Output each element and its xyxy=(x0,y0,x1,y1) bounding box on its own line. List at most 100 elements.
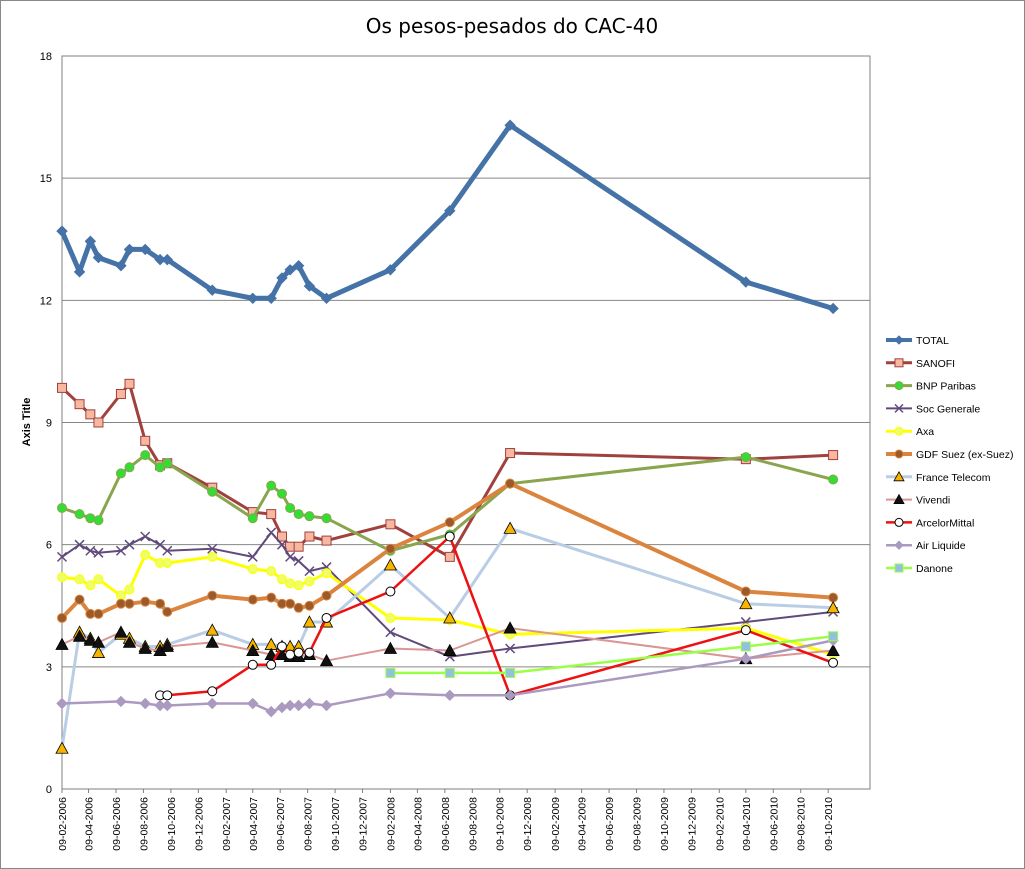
data-point xyxy=(304,511,315,522)
data-point xyxy=(124,378,135,389)
data-point xyxy=(140,435,151,446)
data-point xyxy=(115,598,126,609)
data-point xyxy=(304,531,315,542)
data-point xyxy=(444,551,455,562)
data-point xyxy=(293,602,304,613)
x-tick-label: 09-12-2009 xyxy=(686,797,698,851)
data-point xyxy=(828,450,839,461)
data-point xyxy=(93,417,104,428)
data-point xyxy=(321,535,332,546)
legend-label: France Telecom xyxy=(916,472,991,484)
data-point xyxy=(264,647,278,661)
data-point xyxy=(207,686,218,697)
x-tick-label: 09-06-2010 xyxy=(768,797,780,851)
data-point xyxy=(266,509,277,520)
data-point xyxy=(319,653,334,667)
data-point xyxy=(140,549,151,560)
x-tick-label: 09-02-2008 xyxy=(385,797,397,851)
data-point xyxy=(205,623,219,636)
data-point xyxy=(139,697,151,710)
data-point xyxy=(828,592,839,603)
data-point xyxy=(894,403,904,413)
x-tick-label: 09-12-2008 xyxy=(522,797,534,851)
data-point xyxy=(124,584,135,595)
data-point xyxy=(247,594,258,605)
data-point xyxy=(443,643,457,656)
legend-item: Danone xyxy=(886,563,953,575)
data-point xyxy=(74,594,85,605)
legend-label: Air Liquide xyxy=(916,540,966,552)
data-point xyxy=(57,612,67,623)
data-point xyxy=(161,699,173,712)
series-line xyxy=(60,526,834,749)
y-tick-label: 15 xyxy=(40,173,52,185)
data-point xyxy=(285,541,296,552)
series-line xyxy=(60,481,834,620)
data-point xyxy=(265,292,277,305)
y-axis-title: Axis Title xyxy=(21,398,33,447)
y-tick-label: 9 xyxy=(46,418,52,430)
legend-label: Axa xyxy=(916,426,934,438)
data-point xyxy=(893,493,905,505)
x-tick-label: 09-08-2006 xyxy=(138,797,150,851)
x-tick-label: 09-02-2010 xyxy=(714,797,726,851)
data-point xyxy=(321,590,332,601)
data-point xyxy=(293,509,304,520)
data-point xyxy=(303,280,316,292)
data-point xyxy=(894,358,904,368)
data-point xyxy=(275,647,289,661)
data-point xyxy=(385,612,396,623)
data-point xyxy=(74,399,85,410)
data-point xyxy=(93,608,104,619)
data-point xyxy=(739,596,753,610)
data-point xyxy=(85,545,96,556)
data-point xyxy=(740,276,752,288)
data-point xyxy=(91,645,106,658)
data-point xyxy=(740,652,752,665)
legend-label: ArcelorMittal xyxy=(916,517,974,529)
legend-item: France Telecom xyxy=(886,470,991,484)
data-point xyxy=(284,699,296,712)
legend-item: Air Liquide xyxy=(886,540,966,552)
x-tick-label: 09-02-2009 xyxy=(550,797,562,851)
x-tick-label: 09-02-2006 xyxy=(57,797,69,851)
data-point xyxy=(57,382,67,393)
data-point xyxy=(894,335,904,345)
data-point xyxy=(828,474,839,485)
data-point xyxy=(138,641,152,654)
data-point xyxy=(85,580,96,591)
x-tick-label: 09-08-2008 xyxy=(467,797,479,851)
data-point xyxy=(56,225,68,237)
data-point xyxy=(265,705,277,718)
data-point xyxy=(826,643,840,656)
data-point xyxy=(207,486,218,497)
series-line xyxy=(60,382,834,559)
legend-item: BNP Paribas xyxy=(886,381,976,393)
data-point xyxy=(505,448,516,459)
series-danone xyxy=(385,631,839,678)
data-point xyxy=(285,551,296,562)
series-vivendi xyxy=(55,621,840,667)
data-point xyxy=(320,292,333,305)
legend-label: BNP Paribas xyxy=(916,381,976,393)
legend-item: ArcelorMittal xyxy=(886,517,974,529)
series-line xyxy=(61,627,834,662)
data-point xyxy=(74,539,85,550)
data-point xyxy=(247,513,258,524)
x-tick-label: 09-06-2006 xyxy=(111,797,123,851)
legend-item: Soc Generale xyxy=(886,403,980,415)
data-point xyxy=(285,578,296,589)
data-point xyxy=(206,284,218,296)
data-point xyxy=(443,611,457,624)
data-point xyxy=(161,253,173,266)
data-point xyxy=(276,488,287,499)
y-tick-label: 18 xyxy=(40,51,52,63)
data-point xyxy=(140,531,151,542)
data-point xyxy=(162,557,173,568)
plot-area xyxy=(61,55,871,790)
data-point xyxy=(56,697,68,710)
data-point xyxy=(285,598,296,609)
data-point xyxy=(828,657,839,668)
x-tick-label: 09-06-2009 xyxy=(604,797,616,851)
